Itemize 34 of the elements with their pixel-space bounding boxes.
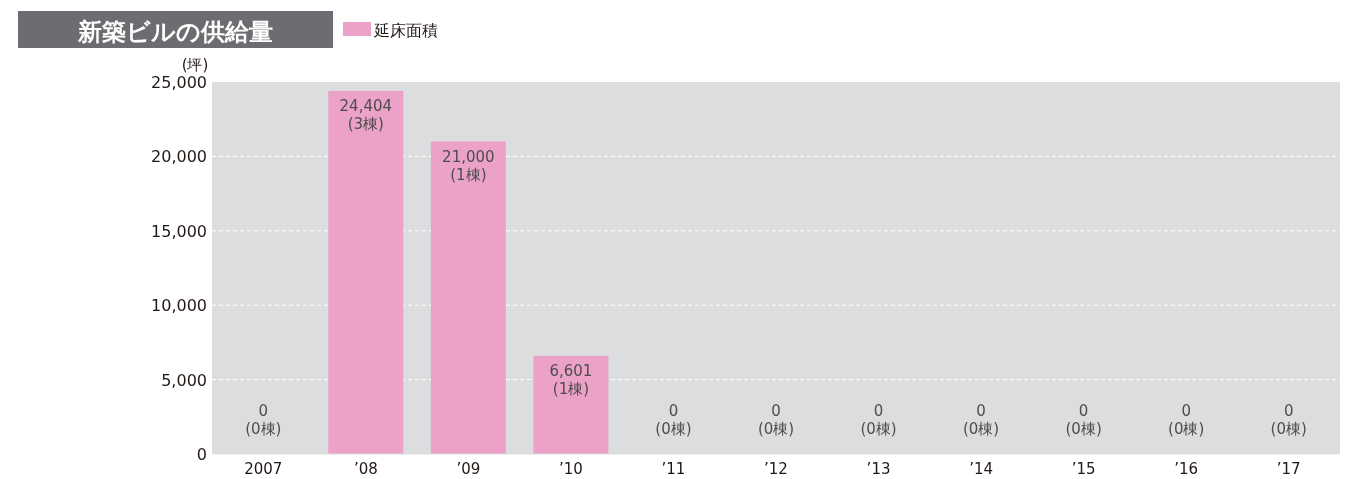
data-label: 0 (0棟): [245, 402, 282, 438]
y-tick-label: 25,000: [151, 73, 207, 92]
legend-label: 延床面積: [373, 21, 438, 40]
x-tick-label: ’08: [353, 460, 378, 478]
y-tick-label: 0: [196, 445, 207, 464]
y-axis-title: (坪): [181, 56, 209, 74]
x-tick-label: ’16: [1174, 460, 1199, 478]
x-tick-label: ’10: [558, 460, 583, 478]
data-label: 0 (0棟): [655, 402, 692, 438]
x-tick-label: ’11: [661, 460, 686, 478]
data-label: 0 (0棟): [1065, 402, 1102, 438]
x-tick-label: ’15: [1071, 460, 1096, 478]
bar: [328, 90, 404, 454]
data-label: 0 (0棟): [1270, 402, 1307, 438]
data-label: 0 (0棟): [757, 402, 795, 438]
data-label: 21,000 (1棟): [442, 147, 495, 184]
data-label: 0 (0棟): [962, 402, 1000, 438]
chart-title: 新築ビルの供給量: [76, 18, 273, 46]
bar: [430, 141, 506, 454]
y-tick-label: 5,000: [161, 370, 207, 390]
data-label: 0 (0棟): [1168, 402, 1205, 438]
x-tick-label: 2007: [244, 460, 283, 478]
data-label: 24,404 (3棟): [339, 96, 393, 133]
x-tick-label: ’14: [969, 460, 994, 478]
data-label: 6,601 (1棟): [549, 361, 593, 398]
x-tick-label: ’13: [866, 460, 891, 478]
data-label: 0 (0棟): [860, 402, 897, 438]
y-tick-label: 15,000: [151, 221, 207, 241]
x-tick-label: ’12: [764, 460, 788, 478]
bar: [533, 355, 609, 454]
y-tick-label: 20,000: [151, 147, 207, 167]
x-tick-label: ’17: [1276, 460, 1301, 478]
x-tick-label: ’09: [456, 460, 481, 478]
y-tick-label: 10,000: [151, 296, 207, 316]
